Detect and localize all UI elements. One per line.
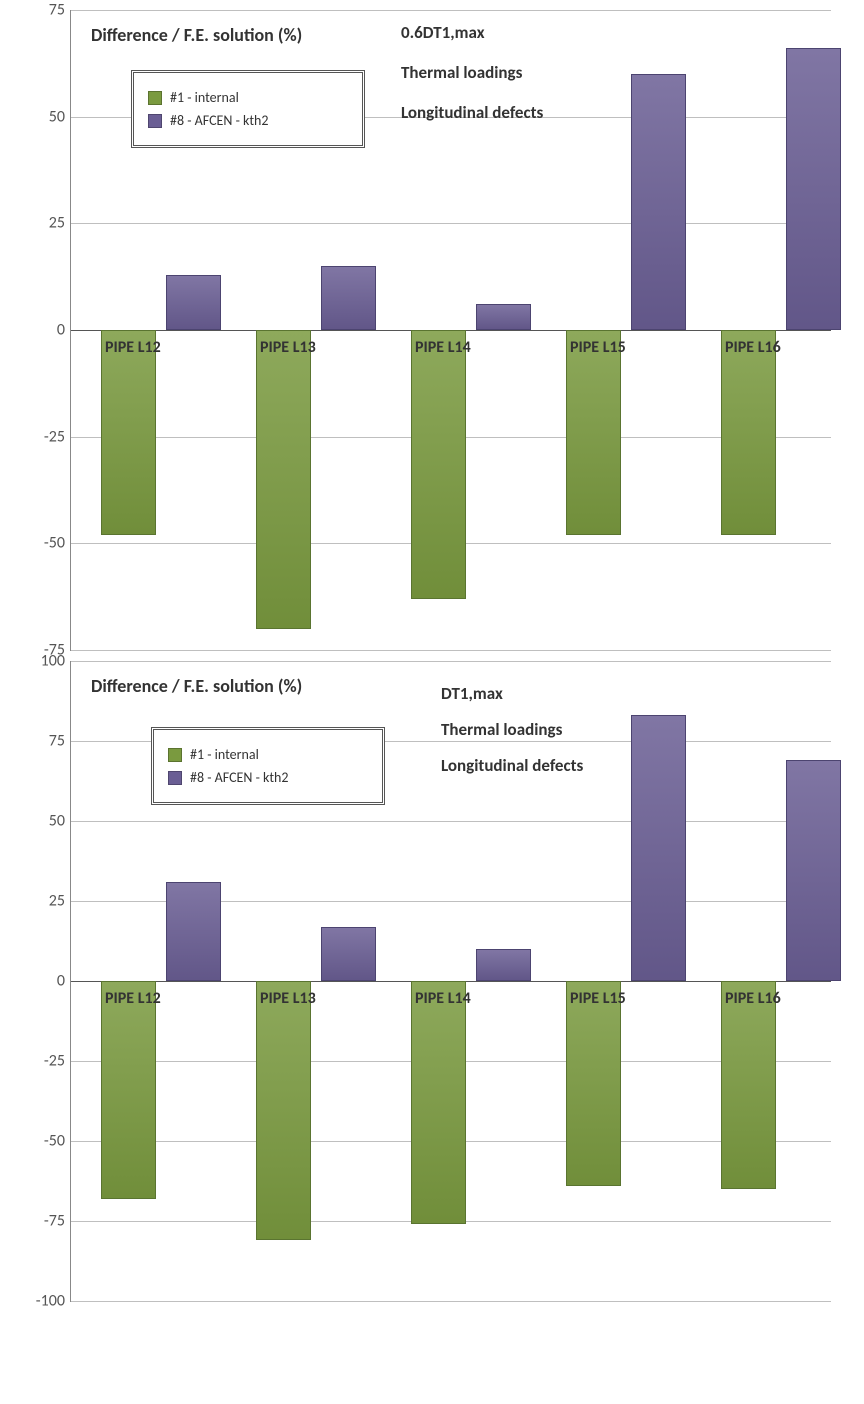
bar [476, 949, 531, 981]
chart-annotation: 0.6DT1,max [401, 22, 485, 43]
y-tick-label: -50 [44, 1132, 65, 1151]
category-label: PIPE L13 [260, 989, 316, 1008]
gridline [71, 661, 831, 662]
gridline [71, 10, 831, 11]
bar [566, 981, 621, 1186]
y-tick-label: 75 [49, 732, 65, 751]
category-label: PIPE L14 [415, 338, 471, 357]
legend-label: #1 - internal [190, 746, 259, 763]
legend-item: #8 - AFCEN - kth2 [168, 769, 368, 786]
y-tick-label: 0 [57, 972, 65, 991]
bar [476, 304, 531, 330]
legend-label: #1 - internal [170, 89, 239, 106]
chart-annotation: Thermal loadings [401, 62, 522, 83]
category-label: PIPE L16 [725, 338, 781, 357]
category-label: PIPE L13 [260, 338, 316, 357]
y-tick-label: -100 [36, 1292, 65, 1311]
bar-fill [101, 981, 156, 1199]
plot-area: -75-50-250255075PIPE L12PIPE L13PIPE L14… [70, 10, 831, 651]
chart-annotation: DT1,max [441, 683, 503, 704]
bar [321, 927, 376, 981]
chart-annotation: Thermal loadings [441, 719, 562, 740]
bar-fill [321, 927, 376, 981]
category-label: PIPE L14 [415, 989, 471, 1008]
chart-0: -75-50-250255075PIPE L12PIPE L13PIPE L14… [20, 10, 844, 651]
y-tick-label: 0 [57, 321, 65, 340]
legend: #1 - internal #8 - AFCEN - kth2 [151, 727, 385, 805]
charts-root: -75 -50 -25 0 25 50 75 PIPE L12 PIPE L13 PIPE L14… [0, 10, 864, 1302]
bar [411, 330, 466, 599]
gridline [71, 650, 831, 651]
bar [166, 882, 221, 981]
y-tick-label: 50 [49, 812, 65, 831]
plot-area: -100-75-50-250255075100PIPE L12PIPE L13P… [70, 661, 831, 1302]
bar [101, 330, 156, 535]
category-label: PIPE L15 [570, 989, 626, 1008]
legend-item: #1 - internal [148, 89, 348, 106]
chart-annotation: Longitudinal defects [441, 755, 583, 776]
bar-fill [166, 275, 221, 330]
bar-fill [476, 304, 531, 330]
bar [101, 981, 156, 1199]
y-tick-label: 75 [49, 1, 65, 20]
y-tick-label: -25 [44, 1052, 65, 1071]
bar [411, 981, 466, 1224]
bar [256, 981, 311, 1240]
bar [721, 981, 776, 1189]
bar-fill [566, 981, 621, 1186]
bar-fill [411, 981, 466, 1224]
y-tick-label: -50 [44, 534, 65, 553]
bar-fill [631, 715, 686, 981]
gridline [71, 1301, 831, 1302]
bar-fill [631, 74, 686, 330]
chart-title: Difference / F.E. solution (%) [91, 24, 302, 46]
bar [721, 330, 776, 535]
category-label: PIPE L12 [105, 338, 161, 357]
bar [631, 715, 686, 981]
bar [256, 330, 311, 629]
bar [321, 266, 376, 330]
bar-fill [411, 330, 466, 599]
y-tick-label: 25 [49, 892, 65, 911]
bar [166, 275, 221, 330]
legend-swatch-icon [148, 114, 162, 128]
legend-label: #8 - AFCEN - kth2 [170, 112, 269, 129]
bar-fill [566, 330, 621, 535]
legend-label: #8 - AFCEN - kth2 [190, 769, 289, 786]
y-tick-label: -25 [44, 427, 65, 446]
category-label: PIPE L12 [105, 989, 161, 1008]
bar [566, 330, 621, 535]
bar [786, 760, 841, 981]
legend-item: #1 - internal [168, 746, 368, 763]
y-tick-label: -75 [44, 1212, 65, 1231]
bar-fill [721, 981, 776, 1189]
legend-swatch-icon [148, 91, 162, 105]
bar-fill [721, 330, 776, 535]
category-label: PIPE L16 [725, 989, 781, 1008]
bar [631, 74, 686, 330]
y-tick-label: 25 [49, 214, 65, 233]
bar-fill [166, 882, 221, 981]
gridline [71, 821, 831, 822]
bar-fill [101, 330, 156, 535]
gridline [71, 223, 831, 224]
legend-item: #8 - AFCEN - kth2 [148, 112, 348, 129]
bar-fill [256, 330, 311, 629]
chart-1: -100-75-50-250255075100PIPE L12PIPE L13P… [20, 661, 844, 1302]
legend: #1 - internal #8 - AFCEN - kth2 [131, 70, 365, 148]
bar-fill [476, 949, 531, 981]
bar [786, 48, 841, 330]
bar-fill [786, 48, 841, 330]
legend-swatch-icon [168, 748, 182, 762]
category-label: PIPE L15 [570, 338, 626, 357]
y-tick-label: 100 [41, 652, 65, 671]
chart-annotation: Longitudinal defects [401, 102, 543, 123]
bar-fill [321, 266, 376, 330]
y-tick-label: 50 [49, 107, 65, 126]
bar-fill [256, 981, 311, 1240]
bar-fill [786, 760, 841, 981]
legend-swatch-icon [168, 771, 182, 785]
chart-title: Difference / F.E. solution (%) [91, 675, 302, 697]
